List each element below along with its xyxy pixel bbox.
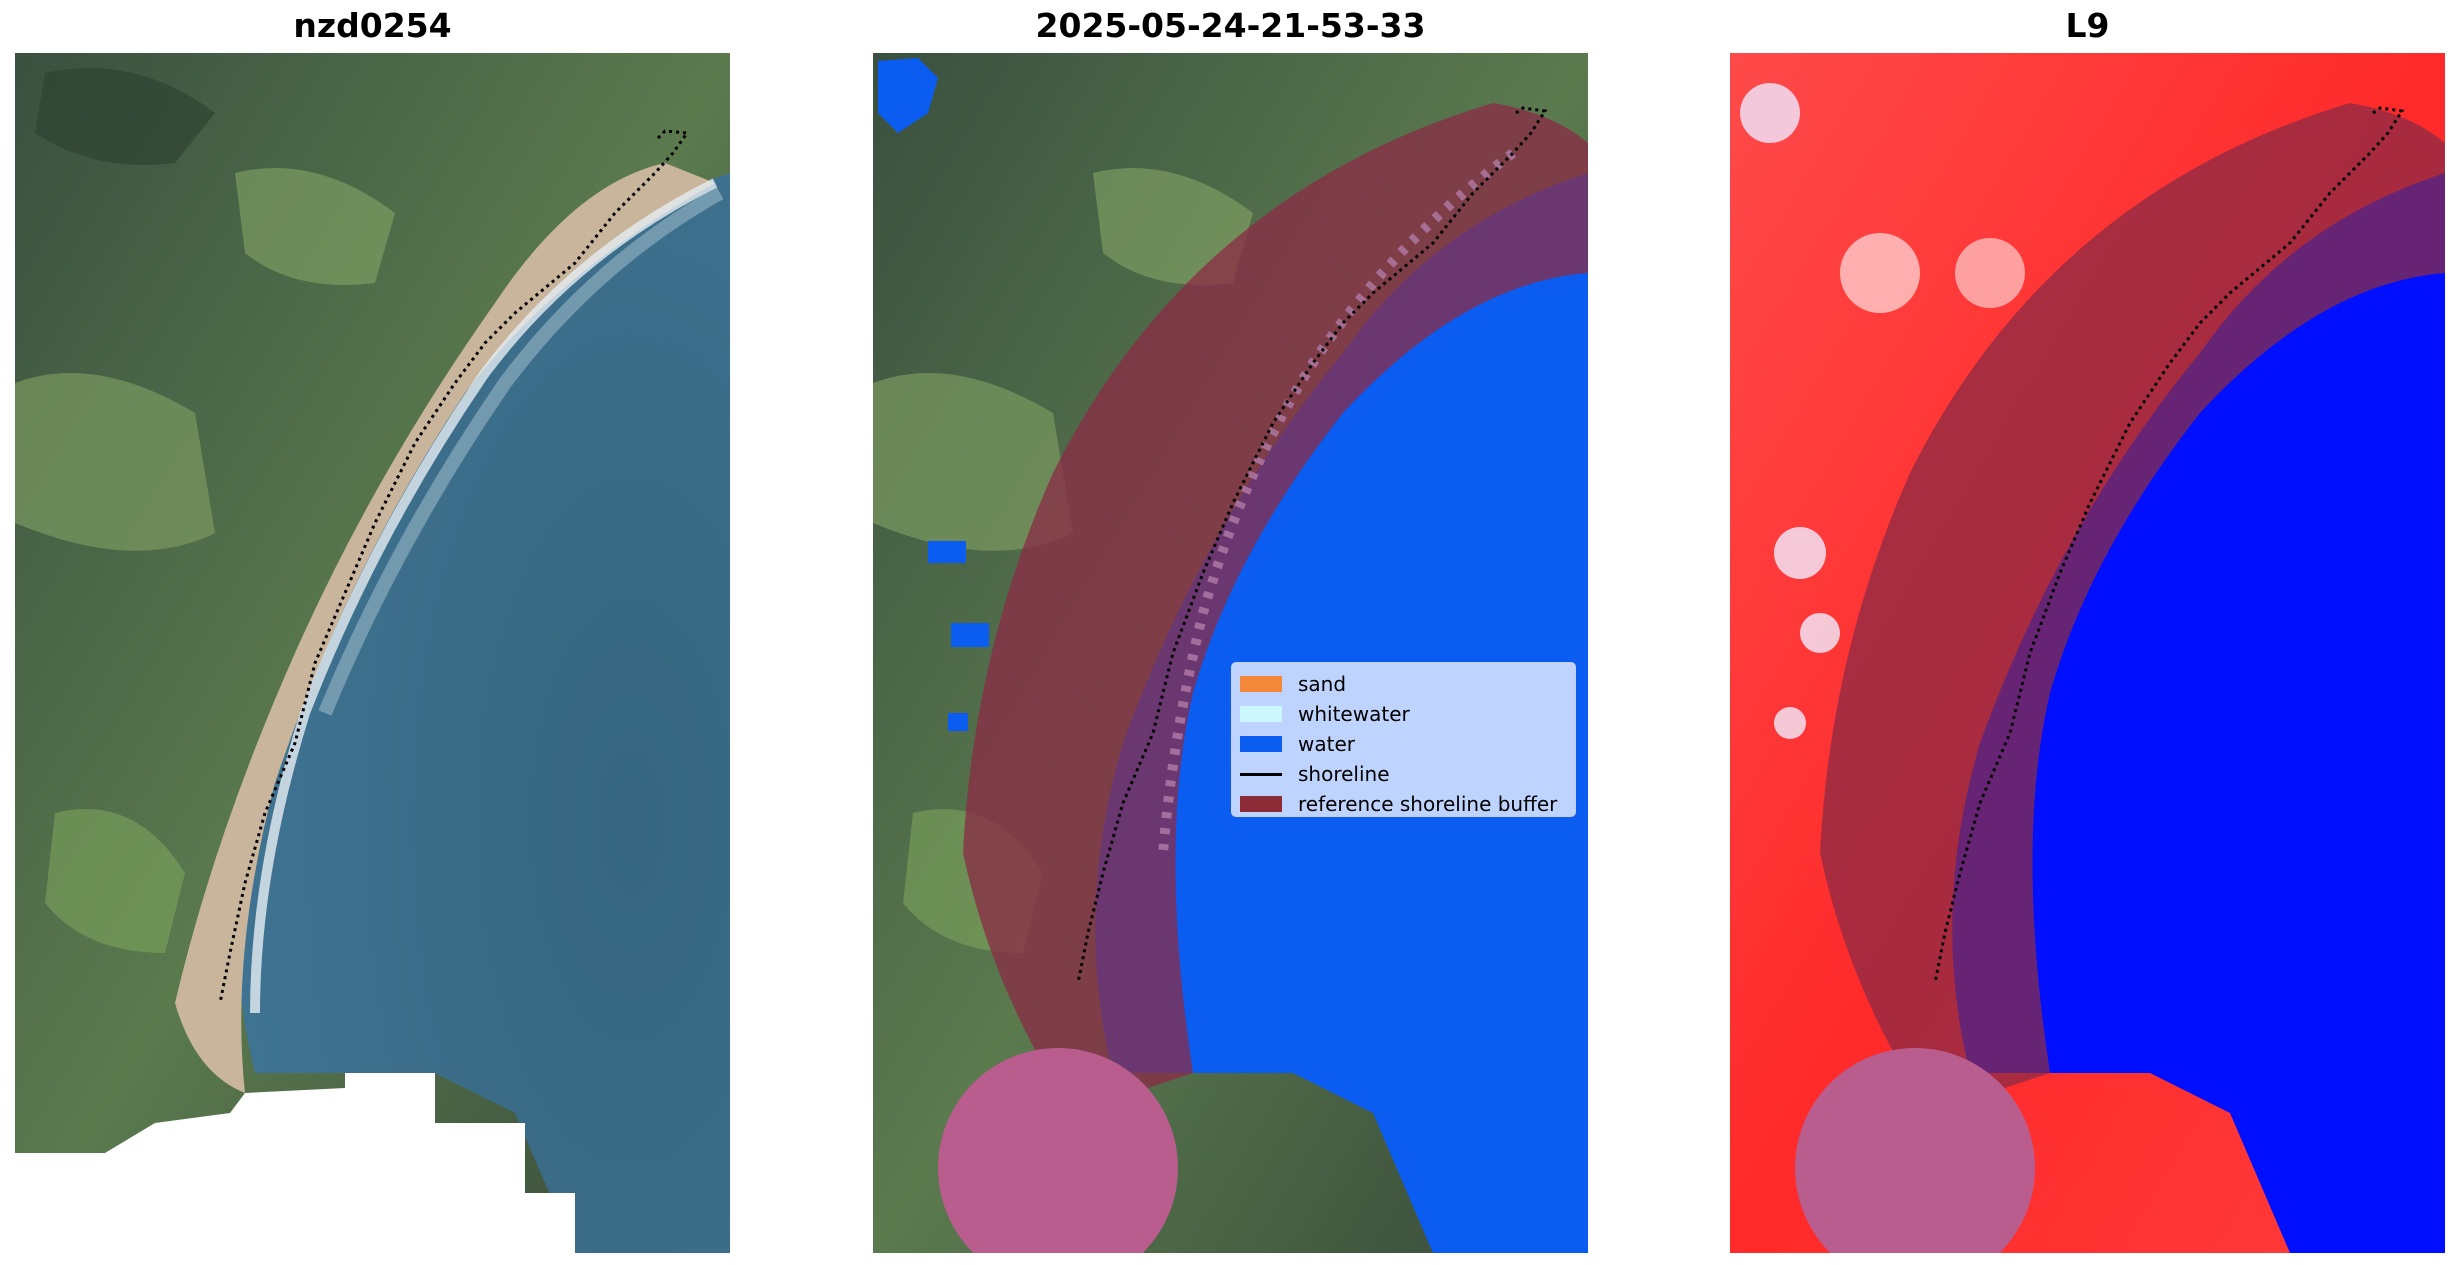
satellite-rgb-image bbox=[15, 53, 730, 1253]
classification-legend: sand whitewater water shoreline referenc… bbox=[1231, 662, 1576, 817]
legend-label: whitewater bbox=[1298, 702, 1410, 726]
legend-label: reference shoreline buffer bbox=[1298, 792, 1558, 816]
legend-label: water bbox=[1298, 732, 1355, 756]
legend-item-whitewater: whitewater bbox=[1240, 699, 1575, 729]
panel-title-rgb: nzd0254 bbox=[293, 6, 452, 45]
shoreline-swatch bbox=[1240, 772, 1282, 776]
water-swatch bbox=[1240, 736, 1282, 752]
legend-item-sand: sand bbox=[1240, 669, 1575, 699]
index-map-image bbox=[1730, 53, 2445, 1253]
legend-label: sand bbox=[1298, 672, 1347, 696]
whitewater-swatch bbox=[1240, 706, 1282, 722]
legend-item-shoreline: shoreline bbox=[1240, 759, 1575, 789]
sand-swatch bbox=[1240, 676, 1282, 692]
panel-title-index: L9 bbox=[2065, 6, 2110, 45]
buffer-swatch bbox=[1240, 796, 1282, 812]
legend-item-water: water bbox=[1240, 729, 1575, 759]
legend-item-reference-buffer: reference shoreline buffer bbox=[1240, 789, 1575, 819]
classification-image bbox=[873, 53, 1588, 1253]
legend-label: shoreline bbox=[1298, 762, 1390, 786]
panel-title-classification: 2025-05-24-21-53-33 bbox=[1035, 6, 1426, 45]
